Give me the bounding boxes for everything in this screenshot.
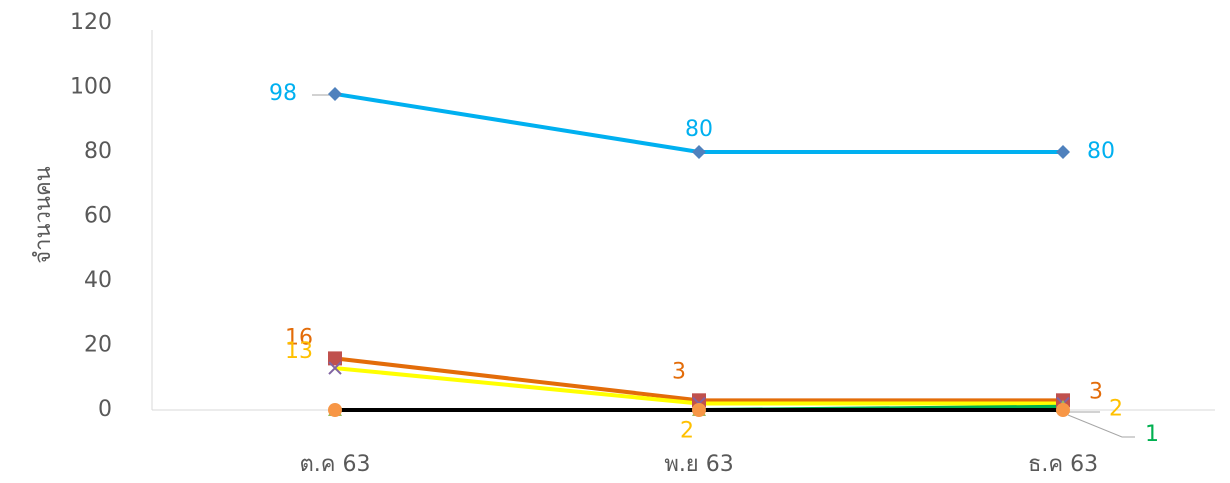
data-label: 98 — [269, 81, 297, 106]
data-label: 16 — [285, 325, 313, 350]
marker — [328, 361, 342, 375]
data-label: 80 — [685, 117, 713, 142]
marker — [328, 86, 342, 101]
marker — [1056, 145, 1070, 159]
leader-line — [1067, 414, 1135, 438]
marker — [328, 351, 342, 366]
data-label: 1 — [1145, 422, 1159, 447]
y-tick-label: 80 — [84, 139, 112, 164]
y-tick-label: 60 — [84, 204, 112, 229]
y-tick-label: 120 — [70, 10, 112, 35]
marker — [692, 403, 706, 417]
marker — [1056, 403, 1070, 417]
y-tick-label: 100 — [70, 75, 112, 100]
x-tick-label: ต.ค 63 — [300, 452, 371, 477]
data-label: 3 — [1089, 379, 1103, 404]
x-tick-label: พ.ย 63 — [664, 452, 733, 477]
y-axis-label: จำนวนคน — [31, 166, 56, 263]
data-label: 3 — [672, 359, 686, 384]
data-label: 13 — [285, 339, 313, 364]
x-tick-label: ธ.ค 63 — [1028, 452, 1098, 477]
y-tick-label: 40 — [84, 268, 112, 293]
data-label: 80 — [1087, 139, 1115, 164]
marker — [692, 393, 706, 408]
y-tick-label: 0 — [98, 397, 112, 422]
data-label: 2 — [680, 419, 694, 444]
y-tick-label: 20 — [84, 333, 112, 358]
data-label: 2 — [1109, 397, 1123, 422]
marker — [692, 145, 706, 159]
marker — [328, 403, 342, 417]
